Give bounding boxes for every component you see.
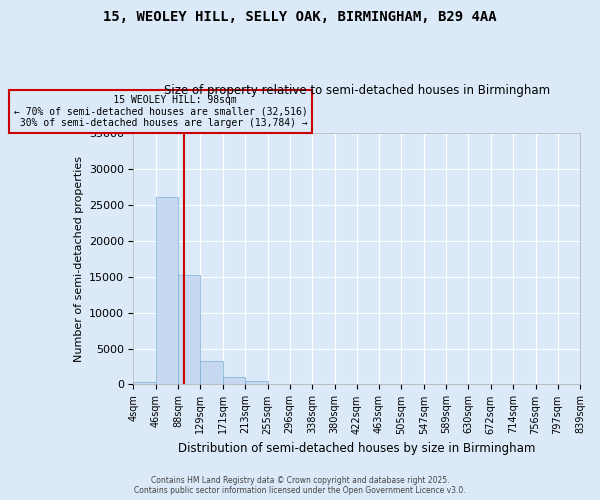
Title: Size of property relative to semi-detached houses in Birmingham: Size of property relative to semi-detach…	[164, 84, 550, 97]
Text: 15 WEOLEY HILL: 98sqm
← 70% of semi-detached houses are smaller (32,516)
 30% of: 15 WEOLEY HILL: 98sqm ← 70% of semi-deta…	[14, 94, 308, 128]
Bar	[178, 275, 200, 384]
Text: Contains HM Land Registry data © Crown copyright and database right 2025.
Contai: Contains HM Land Registry data © Crown c…	[134, 476, 466, 495]
Bar	[223, 377, 245, 384]
Bar	[156, 197, 178, 384]
Bar	[133, 382, 156, 384]
X-axis label: Distribution of semi-detached houses by size in Birmingham: Distribution of semi-detached houses by …	[178, 442, 535, 455]
Y-axis label: Number of semi-detached properties: Number of semi-detached properties	[74, 156, 85, 362]
Text: 15, WEOLEY HILL, SELLY OAK, BIRMINGHAM, B29 4AA: 15, WEOLEY HILL, SELLY OAK, BIRMINGHAM, …	[103, 10, 497, 24]
Bar	[200, 362, 223, 384]
Bar	[245, 381, 268, 384]
